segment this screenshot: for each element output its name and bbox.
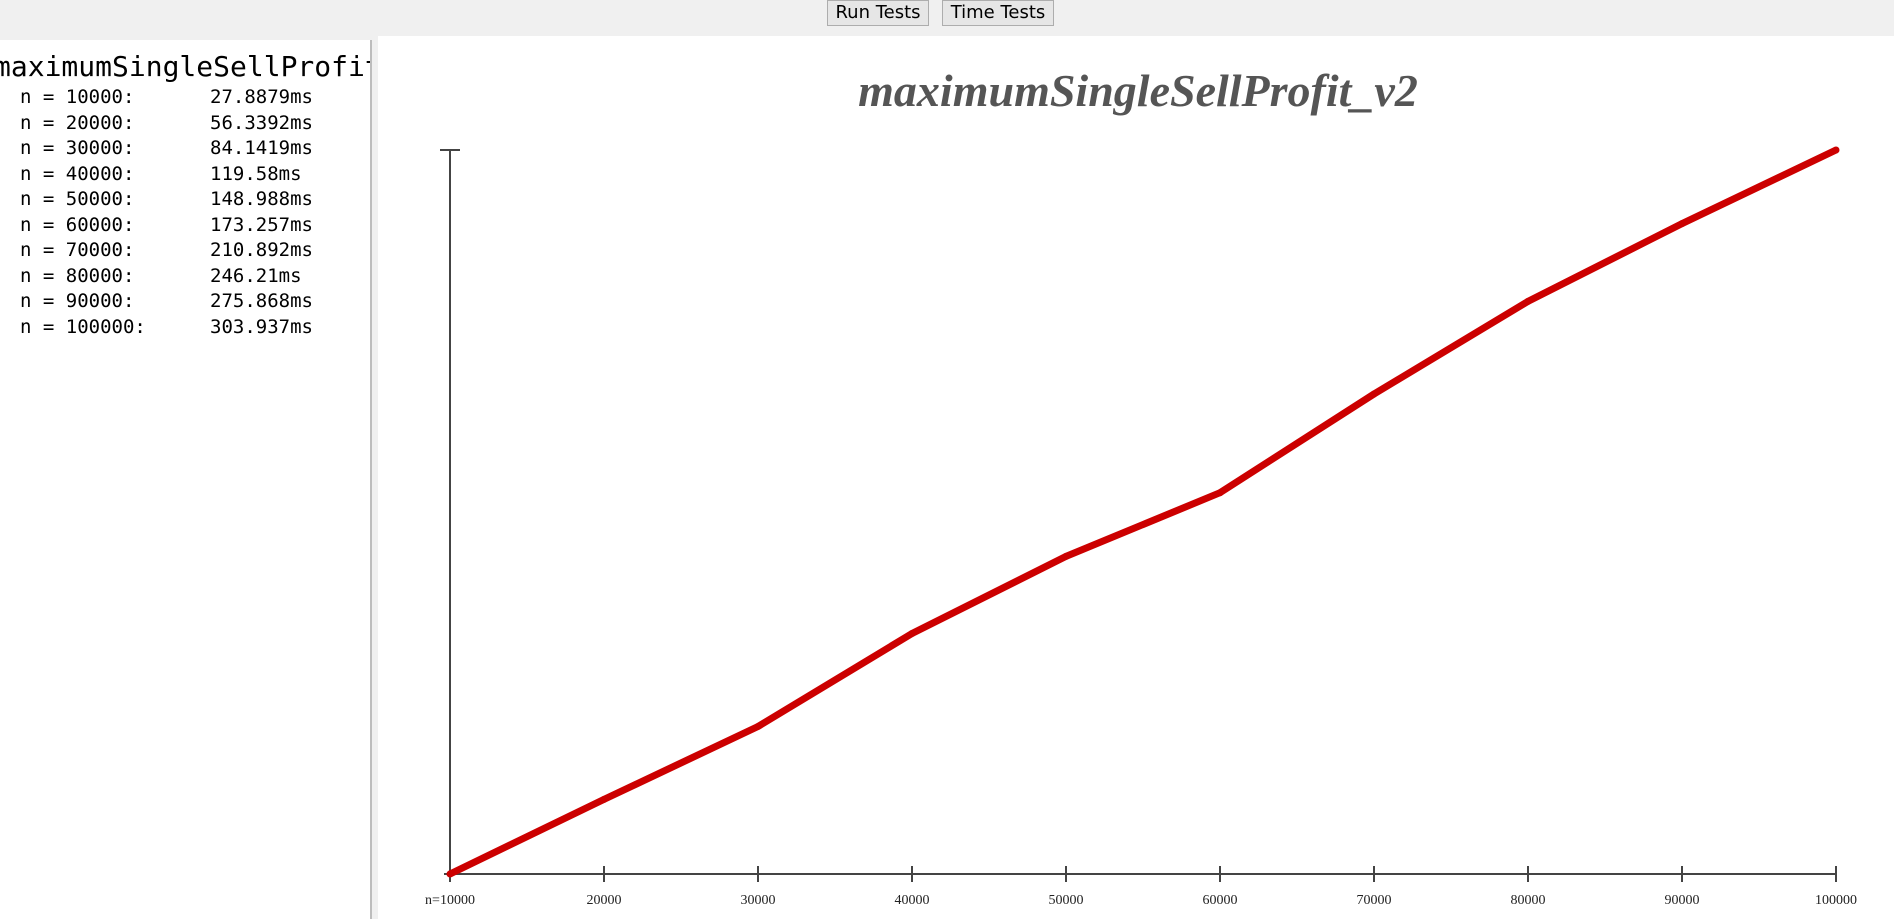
data-point	[1524, 297, 1532, 305]
result-n-label: n = 20000:	[20, 111, 135, 134]
result-time-value: 148.988ms	[210, 188, 313, 210]
x-tick-label: 50000	[1049, 893, 1084, 908]
series-layer	[446, 146, 1840, 878]
data-point	[908, 630, 916, 638]
result-row: n = 30000: 84.1419ms	[20, 137, 340, 163]
result-row: n = 60000: 173.257ms	[20, 214, 340, 240]
x-tick-label: 90000	[1665, 893, 1700, 908]
result-time-value: 27.8879ms	[210, 86, 313, 108]
result-time-value: 275.868ms	[210, 290, 313, 312]
result-n-label: n = 90000:	[20, 290, 135, 312]
x-tick-label: 70000	[1357, 893, 1392, 908]
result-row: n = 100000: 303.937ms	[20, 316, 340, 342]
result-time-value: 119.58ms	[210, 162, 302, 185]
time-tests-button[interactable]: Time Tests	[942, 0, 1054, 26]
result-n-label: n = 70000:	[20, 239, 135, 261]
series-line	[448, 146, 1838, 878]
data-point	[446, 870, 454, 878]
data-point	[754, 722, 762, 730]
data-point	[1370, 390, 1378, 398]
x-tick-label: 100000	[1815, 893, 1857, 908]
result-time-value: 246.21ms	[210, 264, 302, 287]
result-row: n = 90000: 275.868ms	[20, 290, 340, 316]
x-tick-label: 60000	[1203, 893, 1238, 908]
result-n-label: n = 80000:	[20, 264, 135, 287]
result-row: n = 50000: 148.988ms	[20, 188, 340, 214]
result-time-value: 173.257ms	[210, 213, 313, 236]
result-n-label: n = 30000:	[20, 137, 135, 159]
data-point	[600, 795, 608, 803]
data-point	[1678, 220, 1686, 228]
result-time-value: 56.3392ms	[210, 111, 313, 134]
result-n-label: n = 100000:	[20, 315, 146, 338]
result-time-value: 84.1419ms	[210, 137, 313, 159]
x-axis-ticks: n=10000 20000 30000 40000 50000 60000 70000 800…	[425, 866, 1857, 908]
x-tick-label: n=10000	[425, 893, 475, 908]
toolbar: Run Tests Time Tests	[0, 0, 1894, 34]
result-n-label: n = 50000:	[20, 188, 135, 210]
chart-panel: maximumSingleSellProfit_v2 n=10000 20000 3…	[378, 36, 1894, 919]
results-title: maximumSingleSellProfit_v2	[0, 50, 370, 83]
data-point	[1832, 146, 1840, 154]
x-tick-label: 20000	[587, 893, 622, 908]
data-point	[1062, 552, 1070, 560]
chart-title: maximumSingleSellProfit_v2	[858, 65, 1418, 116]
result-n-label: n = 60000:	[20, 213, 135, 236]
x-tick-label: 80000	[1511, 893, 1546, 908]
result-row: n = 40000: 119.58ms	[20, 163, 340, 189]
result-n-label: n = 40000:	[20, 162, 135, 185]
result-row: n = 10000: 27.8879ms	[20, 86, 340, 112]
results-panel: maximumSingleSellProfit_v2 n = 10000: 27.…	[0, 40, 372, 919]
result-time-value: 303.937ms	[210, 315, 313, 338]
run-tests-button[interactable]: Run Tests	[827, 0, 929, 26]
result-row: n = 20000: 56.3392ms	[20, 112, 340, 138]
result-time-value: 210.892ms	[210, 239, 313, 261]
x-tick-label: 30000	[741, 893, 776, 908]
result-row: n = 80000: 246.21ms	[20, 265, 340, 291]
chart-axes	[440, 149, 1836, 875]
results-list: n = 10000: 27.8879ms n = 20000: 56.3392ms n …	[20, 86, 340, 341]
timing-chart: maximumSingleSellProfit_v2 n=10000 20000 3…	[425, 65, 1857, 908]
x-tick-label: 40000	[895, 893, 930, 908]
result-row: n = 70000: 210.892ms	[20, 239, 340, 265]
result-n-label: n = 10000:	[20, 86, 135, 108]
data-point	[1216, 489, 1224, 497]
